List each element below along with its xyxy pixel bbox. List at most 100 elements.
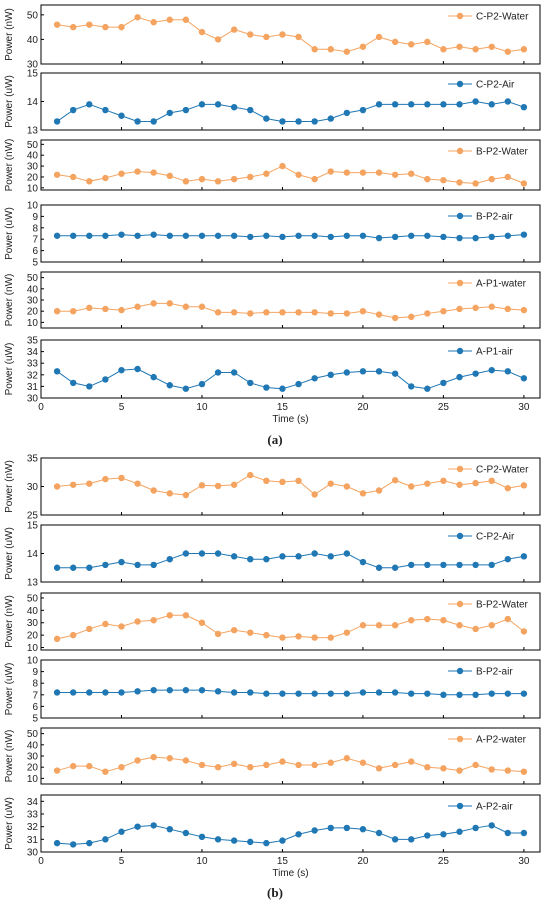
chart-b-11-legend-label: A-P2-air <box>476 802 513 813</box>
chart-b-10-frame <box>40 727 541 785</box>
chart-b-10-point-14 <box>279 758 286 765</box>
chart-a-4-point-11 <box>230 309 238 316</box>
chart-a-0-point-20 <box>375 33 383 41</box>
chart-b-6-point-16 <box>311 491 318 498</box>
chart-a-4-frame <box>40 271 541 329</box>
chart-b-7-legend-marker <box>456 532 464 540</box>
chart-b-6-point-23 <box>424 480 431 487</box>
chart-b-9-ytick-label-3: 8 <box>32 679 38 690</box>
chart-b-9-point-23 <box>424 690 431 697</box>
chart-a-4-point-27 <box>488 303 495 310</box>
chart-b-9-point-7 <box>166 686 173 694</box>
chart-a-3-point-2 <box>86 232 93 239</box>
chart-a-3-ytick-label-4: 9 <box>32 212 38 223</box>
chart-b-6-point-5 <box>134 480 141 487</box>
chart-b-9-point-22 <box>408 690 415 697</box>
chart-b-9-point-21 <box>391 689 399 696</box>
chart-a-2-point-21 <box>391 171 399 178</box>
chart-b-9-point-4 <box>118 689 125 696</box>
chart-a-5-point-26 <box>472 370 479 377</box>
chart-a-2-point-5 <box>134 168 141 175</box>
chart-b-7-legend-label: C-P2-Air <box>476 532 515 543</box>
chart-b-11-ytick-label-1: 31 <box>27 835 39 846</box>
chart-a-4-point-23 <box>424 310 431 317</box>
chart-a-5-point-27 <box>488 366 495 374</box>
chart-a-4-point-22 <box>408 313 415 320</box>
chart-a-3-point-3 <box>102 232 109 239</box>
chart-b-7-point-6 <box>150 561 157 569</box>
chart-b-8-point-18 <box>343 629 351 636</box>
chart-a-0-point-13 <box>263 33 270 41</box>
chart-b-11-xtick-label-2: 10 <box>196 856 208 867</box>
chart-a-1-point-27 <box>488 101 495 108</box>
chart-a-4-point-26 <box>472 304 479 312</box>
chart-a-5-point-24 <box>440 379 447 387</box>
chart-b-7-point-0 <box>53 564 61 571</box>
chart-a-5-point-0 <box>53 368 61 375</box>
chart-b-10-ylabel: Power (nW) <box>4 730 15 783</box>
chart-b-11-xtick-label-1: 5 <box>119 856 125 867</box>
chart-b-6-point-2 <box>86 480 93 487</box>
chart-a-5-series-line <box>56 368 525 390</box>
chart-a-0-ytick-label-2: 50 <box>27 10 39 21</box>
chart-a-4-ytick-label-1: 20 <box>27 307 39 318</box>
chart-b-9-point-16 <box>311 690 318 697</box>
chart-a-3-point-4 <box>118 231 125 238</box>
chart-a-1-point-20 <box>375 101 383 108</box>
chart-b-9-point-9 <box>198 686 206 694</box>
chart-b-9-point-20 <box>375 689 383 696</box>
chart-b-9-series-line <box>57 689 524 696</box>
chart-b-11-point-19 <box>359 826 367 833</box>
chart-a-0-legend-marker <box>456 12 464 20</box>
chart-b-8-point-26 <box>472 625 479 633</box>
chart-b-10-ytick-label-1: 20 <box>27 763 39 774</box>
chart-b-10-series-line <box>56 756 524 773</box>
chart-b-11-xlabel: Time (s) <box>272 868 308 879</box>
chart-a-3-point-6 <box>150 231 157 238</box>
chart-b-7-point-26 <box>472 561 479 569</box>
chart-a-5-point-15 <box>295 380 302 388</box>
chart-b-10-point-29 <box>520 768 528 775</box>
chart-a-4-point-7 <box>166 300 173 307</box>
chart-b-10-point-13 <box>263 761 270 769</box>
chart-a-3-point-14 <box>279 233 286 241</box>
chart-b-7-point-18 <box>343 550 351 557</box>
chart-b-6-point-11 <box>230 481 238 488</box>
chart-b-6-series-line <box>57 474 524 496</box>
chart-a-1-point-21 <box>391 101 399 108</box>
chart-a-5-xtick-label-2: 10 <box>196 402 208 413</box>
chart-b-10-point-19 <box>359 759 367 766</box>
chart-b-7-point-27 <box>488 561 495 569</box>
chart-b-7-point-16 <box>311 550 318 557</box>
chart-b-9-point-24 <box>440 691 447 698</box>
chart-b-10-point-7 <box>166 755 173 762</box>
chart-a-5-ytick-label-5: 35 <box>27 336 39 347</box>
chart-a-4-legend-marker <box>456 279 464 287</box>
chart-a-2-point-14 <box>279 162 286 170</box>
chart-b-9-legend-marker <box>456 667 464 675</box>
chart-a-0-point-3 <box>102 23 109 31</box>
chart-b-6-point-21 <box>391 477 399 484</box>
chart-b-9-point-1 <box>69 689 77 696</box>
chart-b-6-legend-label: C-P2-Water <box>476 465 529 476</box>
chart-a-0-point-6 <box>150 19 157 26</box>
chart-b-7-point-1 <box>69 564 77 571</box>
chart-a-2-point-19 <box>359 169 367 176</box>
chart-a-3-point-21 <box>391 233 399 241</box>
chart-b-7-point-12 <box>247 556 254 563</box>
chart-b-10-ytick-label-0: 10 <box>27 774 39 785</box>
chart-b-11-xtick-label-0: 0 <box>38 856 44 867</box>
chart-a-5-ytick-label-3: 33 <box>27 359 39 370</box>
chart-a-3-point-27 <box>488 233 495 241</box>
chart-a-2-point-6 <box>150 169 157 176</box>
chart-b-10-point-18 <box>343 755 351 762</box>
chart-a-4-series-line <box>57 302 524 319</box>
chart-a-4-ytick-label-4: 50 <box>27 273 39 284</box>
chart-b-8-ytick-label-0: 10 <box>27 643 39 654</box>
chart-a-5-ytick-label-2: 32 <box>27 370 39 381</box>
chart-a-1-point-6 <box>150 118 157 125</box>
chart-a-2-point-28 <box>504 173 512 181</box>
chart-b-7-point-5 <box>134 561 141 569</box>
chart-b-11-point-27 <box>488 822 495 829</box>
chart-a-2-ytick-label-4: 50 <box>27 140 39 151</box>
